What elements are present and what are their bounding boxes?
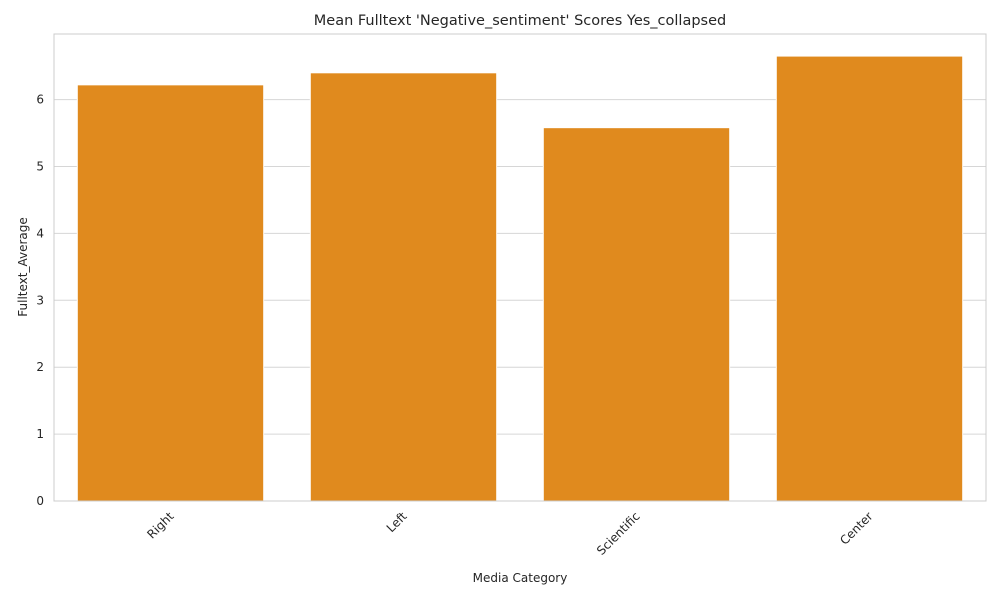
plot-frame [53,33,987,502]
y-tick-label: 5 [36,159,44,173]
y-axis-label: Fulltext_Average [16,217,30,316]
bars [76,55,964,502]
y-tick-label: 3 [36,293,44,307]
y-tick-labels: 0 1 2 3 4 5 6 [36,93,44,508]
y-tick-label: 0 [36,494,44,508]
chart-title: Mean Fulltext 'Negative_sentiment' Score… [314,13,726,29]
y-tick-label: 1 [36,427,44,441]
x-tick-labels: Right Left Scientific Center [144,509,875,558]
x-tick-label: Scientific [594,509,643,558]
x-tick-label: Right [144,509,176,541]
x-axis-label: Media Category [473,571,568,585]
y-tick-label: 6 [36,93,44,107]
y-tick-label: 4 [36,226,44,240]
x-tick-label: Left [384,509,410,535]
bar-left [309,72,498,502]
bar-scientific [542,127,731,502]
bar-center [775,55,964,502]
y-tick-label: 2 [36,360,44,374]
bar-right [76,84,265,502]
x-tick-label: Center [837,509,876,548]
